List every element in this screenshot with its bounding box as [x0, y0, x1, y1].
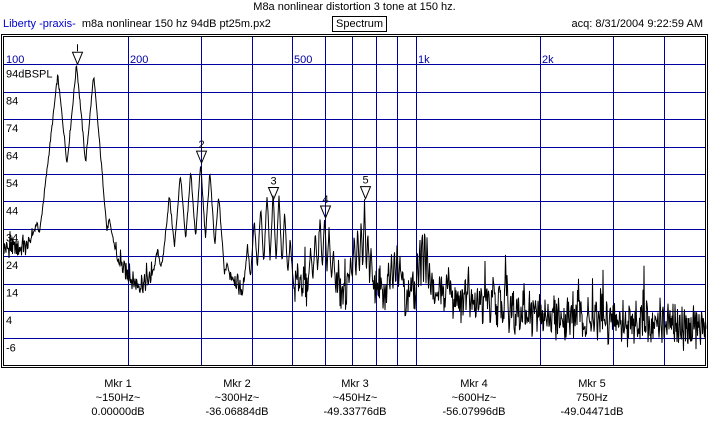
- marker-number: 3: [270, 175, 276, 187]
- file-name: m8a nonlinear 150 hz 94dB pt25m.px2: [81, 18, 271, 30]
- x-tick-label: 100: [6, 54, 24, 66]
- marker-4-readout: Mkr 4 ~600Hz~ -56.07996dB: [419, 377, 529, 419]
- view-mode-button[interactable]: Spectrum: [332, 16, 388, 32]
- marker-triangle-icon: [359, 186, 372, 200]
- y-tick-label: 74: [6, 123, 18, 135]
- y-tick-label: 4: [6, 315, 12, 327]
- x-tick-label: 1k: [418, 54, 430, 66]
- marker-number: 4: [322, 194, 328, 206]
- plot-inner-frame: [3, 36, 706, 366]
- spectrum-trace: [3, 65, 707, 351]
- marker-level: -49.04471dB: [560, 406, 624, 418]
- marker-3-readout: Mkr 3 ~450Hz~ -49.33776dB: [300, 377, 410, 419]
- y-tick-label: 14: [6, 288, 18, 300]
- y-tick-label: 64: [6, 151, 18, 163]
- marker-label: Mkr 4: [460, 378, 488, 390]
- marker-5-readout: Mkr 5 750Hz -49.04471dB: [537, 377, 647, 419]
- marker-level: 0.00000dB: [91, 406, 145, 418]
- chart-title: M8a nonlinear distortion 3 tone at 150 h…: [253, 1, 456, 13]
- file-info: Liberty -praxis- m8a nonlinear 150 hz 94…: [3, 18, 271, 30]
- y-tick-label: 44: [6, 205, 18, 217]
- marker-frequency: ~300Hz~: [214, 392, 260, 404]
- marker-level: -36.06884dB: [205, 406, 269, 418]
- app-name: Liberty -praxis-: [3, 18, 76, 30]
- marker-frequency: ~450Hz~: [332, 392, 378, 404]
- marker-triangle-icon: [71, 51, 84, 66]
- marker-level: -49.33776dB: [323, 406, 387, 418]
- x-tick-label: 200: [130, 54, 148, 66]
- marker-label: Mkr 1: [104, 378, 132, 390]
- marker-1-readout: Mkr 1 ~150Hz~ 0.00000dB: [63, 377, 173, 419]
- marker-label: Mkr 5: [578, 378, 606, 390]
- marker-triangle-icon: [195, 150, 208, 165]
- x-tick-label: 2k: [542, 54, 554, 66]
- acquisition-timestamp: acq: 8/31/2004 9:22:59 AM: [571, 18, 704, 30]
- marker-label: Mkr 3: [341, 378, 369, 390]
- marker-2-readout: Mkr 2 ~300Hz~ -36.06884dB: [182, 377, 292, 419]
- marker-3: 3: [267, 175, 280, 201]
- marker-frequency: 750Hz: [576, 392, 608, 404]
- marker-triangle-icon: [267, 186, 280, 201]
- marker-2: 2: [195, 139, 208, 165]
- y-tick-label: 24: [6, 260, 18, 272]
- x-tick-label: 500: [294, 54, 312, 66]
- marker-1: [71, 44, 84, 66]
- marker-number: 5: [362, 175, 368, 187]
- marker-number: 2: [198, 139, 204, 151]
- marker-frequency: ~600Hz~: [451, 392, 497, 404]
- marker-frequency: ~150Hz~: [95, 392, 141, 404]
- y-tick-label: 54: [6, 178, 18, 190]
- marker-triangle-icon: [319, 205, 332, 220]
- marker-label: Mkr 2: [223, 378, 251, 390]
- y-tick-label: -6: [6, 342, 16, 354]
- marker-4: 4: [319, 194, 332, 220]
- marker-5: 5: [359, 175, 372, 200]
- y-tick-label: 84: [6, 96, 18, 108]
- y-tick-label: 94dBSPL: [6, 68, 52, 80]
- marker-level: -56.07996dB: [442, 406, 506, 418]
